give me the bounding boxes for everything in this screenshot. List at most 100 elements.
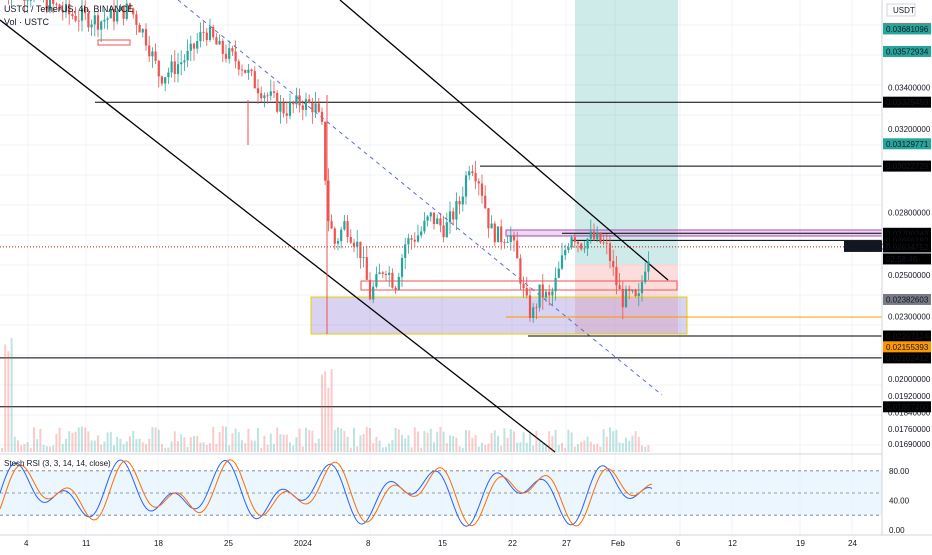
candle-body bbox=[397, 276, 400, 290]
volume-bar bbox=[324, 371, 327, 452]
volume-bar bbox=[621, 443, 624, 452]
volume-bar bbox=[535, 430, 538, 452]
volume-bar bbox=[490, 433, 493, 452]
volume-bar bbox=[228, 445, 231, 452]
rsi-tick-0: 80.00 bbox=[889, 467, 910, 476]
candle-body bbox=[436, 218, 439, 225]
candle-body bbox=[244, 69, 247, 73]
price-tick-0: 0.03400000 bbox=[888, 84, 931, 93]
volume-bar bbox=[55, 433, 58, 452]
volume-bar bbox=[161, 444, 163, 452]
candle-body bbox=[260, 93, 263, 99]
candle-body bbox=[90, 24, 93, 28]
price-label-7: 0.02666182 bbox=[886, 236, 929, 245]
candle-body bbox=[301, 105, 304, 110]
volume-bar bbox=[58, 427, 61, 452]
rsi-k-line bbox=[0, 459, 653, 527]
volume-bar bbox=[516, 442, 519, 452]
candle-body bbox=[218, 40, 221, 45]
candle-body bbox=[548, 291, 551, 296]
candle-body bbox=[250, 69, 253, 72]
volume-bar bbox=[586, 436, 589, 452]
volume-bar bbox=[337, 427, 339, 452]
candle-body bbox=[311, 102, 314, 113]
volume-bar bbox=[186, 446, 189, 452]
volume-bar bbox=[407, 435, 410, 452]
volume-bar bbox=[394, 428, 397, 452]
candle-body bbox=[378, 272, 381, 275]
candle-body bbox=[240, 69, 244, 71]
candle-body bbox=[519, 258, 522, 284]
volume-bar bbox=[497, 435, 499, 452]
candle-body bbox=[400, 257, 404, 277]
candle-body bbox=[647, 261, 650, 272]
volume-bar bbox=[17, 440, 19, 452]
candle-body bbox=[468, 171, 471, 176]
price-label-box-4 bbox=[883, 138, 931, 150]
candle-body bbox=[119, 6, 122, 11]
candle-body bbox=[368, 279, 372, 300]
candle-body bbox=[266, 95, 269, 97]
candle-body bbox=[391, 272, 394, 288]
volume-bar bbox=[218, 432, 221, 452]
candle-body bbox=[535, 307, 538, 309]
chart-title: USTC / TetherUS, 4h, BINANCE bbox=[4, 4, 134, 14]
candle-body bbox=[247, 69, 250, 73]
candle-body bbox=[580, 243, 583, 250]
long-target-zone bbox=[575, 0, 678, 264]
candle-body bbox=[154, 51, 157, 61]
candle-body bbox=[634, 290, 637, 297]
candle-body bbox=[455, 200, 458, 220]
candle-body bbox=[522, 283, 525, 289]
volume-bar bbox=[449, 435, 451, 452]
candle-body bbox=[602, 242, 605, 244]
volume-group bbox=[1, 338, 650, 452]
volume-bar bbox=[362, 434, 365, 452]
candle-body bbox=[429, 212, 432, 217]
volume-bar bbox=[13, 436, 16, 452]
candle-body bbox=[388, 272, 391, 275]
volume-bar bbox=[605, 436, 608, 452]
volume-bar bbox=[298, 428, 301, 452]
volume-bar bbox=[602, 429, 605, 452]
volume-bar bbox=[269, 433, 272, 452]
volume-bar bbox=[557, 445, 560, 452]
candle-body bbox=[116, 10, 119, 22]
volume-bar bbox=[129, 436, 131, 452]
volume-bar bbox=[247, 428, 250, 452]
volume-bar bbox=[23, 444, 26, 452]
volume-bar bbox=[173, 431, 176, 452]
time-tick-1: 11 bbox=[82, 539, 91, 548]
rsi-tick-2: 0.00 bbox=[889, 526, 905, 535]
candle-body bbox=[58, 4, 61, 11]
volume-bar bbox=[29, 447, 32, 452]
candle-body bbox=[292, 102, 295, 105]
candle-body bbox=[84, 8, 87, 14]
candle-body bbox=[327, 180, 330, 222]
volume-bar bbox=[20, 445, 23, 452]
volume-bar bbox=[205, 444, 208, 452]
candle-body bbox=[324, 121, 327, 181]
volume-bar bbox=[119, 438, 122, 452]
volume-bar bbox=[378, 440, 381, 452]
candle-body bbox=[608, 243, 612, 262]
candle-body bbox=[160, 76, 164, 84]
candle-body bbox=[55, 3, 58, 5]
volume-bar bbox=[209, 443, 211, 452]
price-label-1: 0.03681096 bbox=[886, 25, 929, 34]
volume-bar bbox=[644, 446, 647, 452]
volume-bar bbox=[151, 427, 154, 452]
price-label-3: 0.03329459 bbox=[886, 98, 929, 107]
candle-body bbox=[224, 53, 228, 59]
volume-bar bbox=[372, 443, 375, 452]
price-label-box-1 bbox=[883, 23, 931, 35]
volume-bar bbox=[461, 447, 464, 452]
volume-bar bbox=[39, 428, 42, 452]
volume-bar bbox=[525, 442, 528, 452]
candle-body bbox=[570, 237, 573, 248]
candle-body bbox=[490, 223, 493, 229]
volume-bar bbox=[263, 436, 266, 452]
volume-bar bbox=[138, 438, 141, 452]
